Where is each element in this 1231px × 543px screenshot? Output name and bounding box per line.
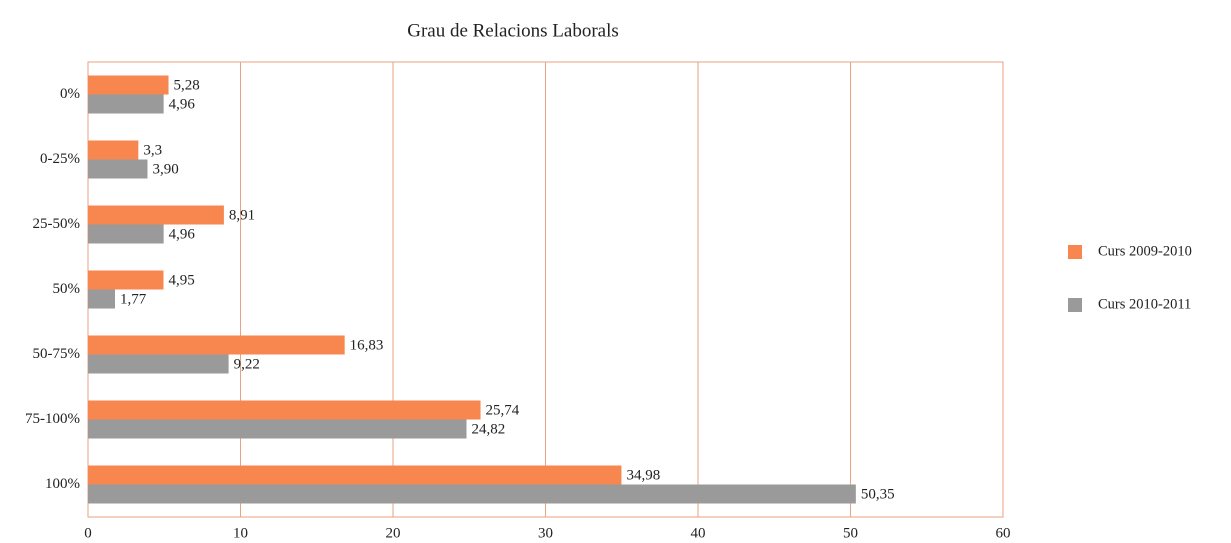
bar [88, 140, 139, 160]
bar [88, 465, 622, 485]
value-label: 3,3 [143, 142, 162, 158]
value-label: 25,74 [486, 402, 520, 418]
y-tick-label: 100% [45, 476, 80, 492]
bar [88, 419, 467, 439]
bar [88, 224, 164, 244]
bar [88, 94, 164, 114]
x-tick-label: 50 [843, 525, 858, 541]
value-label: 8,91 [229, 207, 255, 223]
value-label: 24,82 [472, 421, 506, 437]
x-tick-label: 40 [691, 525, 706, 541]
x-tick-label: 0 [84, 525, 92, 541]
bar [88, 75, 169, 95]
value-label: 16,83 [350, 337, 384, 353]
value-label: 34,98 [626, 467, 660, 483]
x-tick-label: 10 [233, 525, 248, 541]
y-tick-label: 75-100% [25, 411, 80, 427]
bar [88, 484, 856, 504]
y-tick-label: 0% [60, 86, 80, 102]
bar [88, 354, 229, 374]
value-label: 9,22 [234, 356, 260, 372]
value-label: 50,35 [861, 486, 895, 502]
value-label: 4,95 [168, 272, 194, 288]
y-tick-label: 50-75% [33, 346, 81, 362]
value-label: 5,28 [174, 77, 200, 93]
value-label: 3,90 [152, 161, 178, 177]
y-tick-label: 0-25% [40, 151, 80, 167]
value-label: 4,96 [169, 96, 196, 112]
x-tick-label: 60 [996, 525, 1011, 541]
legend-swatch [1068, 245, 1082, 259]
y-tick-label: 25-50% [33, 216, 81, 232]
bar [88, 159, 148, 179]
x-tick-label: 30 [538, 525, 553, 541]
legend-swatch [1068, 298, 1082, 312]
chart-title: Grau de Relacions Laborals [407, 20, 619, 41]
y-tick-label: 50% [53, 281, 81, 297]
bar [88, 270, 164, 290]
value-label: 1,77 [120, 291, 147, 307]
bar [88, 400, 481, 420]
x-tick-label: 20 [386, 525, 401, 541]
bar [88, 335, 345, 355]
bar [88, 289, 115, 309]
bar [88, 205, 224, 225]
legend-label: Curs 2010-2011 [1098, 296, 1191, 312]
value-label: 4,96 [169, 226, 196, 242]
legend-label: Curs 2009-2010 [1098, 243, 1192, 259]
